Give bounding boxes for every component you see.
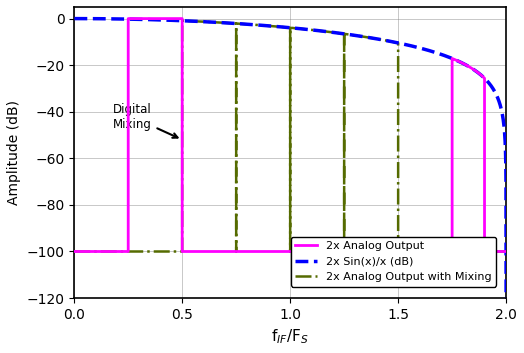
Legend: 2x Analog Output, 2x Sin(x)/x (dB), 2x Analog Output with Mixing: 2x Analog Output, 2x Sin(x)/x (dB), 2x A… xyxy=(291,237,496,287)
Text: Digital
Mixing: Digital Mixing xyxy=(113,103,178,138)
X-axis label: f$_{IF}$/F$_S$: f$_{IF}$/F$_S$ xyxy=(271,327,309,346)
Y-axis label: Amplitude (dB): Amplitude (dB) xyxy=(7,100,21,205)
